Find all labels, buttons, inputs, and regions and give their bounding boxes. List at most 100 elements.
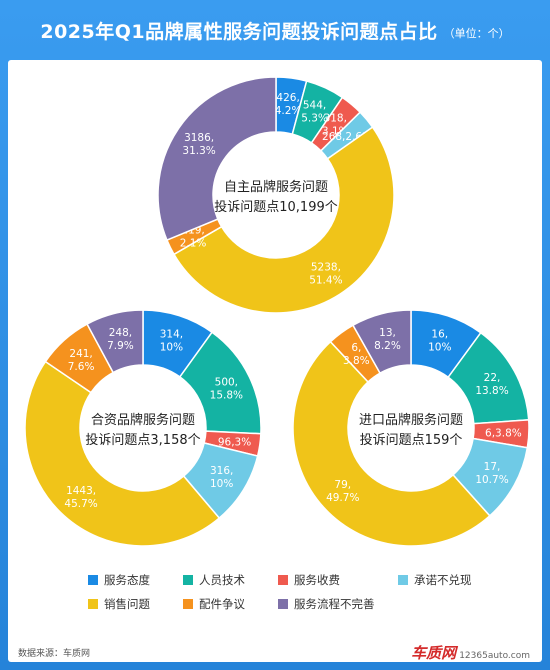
- legend-swatch: [183, 575, 193, 585]
- slice-label: 248, 7.9%: [107, 327, 134, 352]
- legend-item: 服务流程不完善: [278, 596, 398, 612]
- slice-label: 500, 15.8%: [210, 376, 243, 401]
- slice-label-line: 2.1%: [180, 238, 207, 250]
- logo-text: 车质网: [411, 644, 457, 662]
- slice-label-line: 500,: [215, 376, 238, 388]
- donut-slice: [24, 360, 221, 547]
- slice-label-line: 10%: [160, 341, 183, 353]
- slice-label-line: 17,: [484, 461, 501, 473]
- legend-swatch: [88, 575, 98, 585]
- donut-center-line: 进口品牌服务问题: [359, 412, 463, 428]
- slice-label-line: 22,: [484, 372, 501, 384]
- donut-slice: [292, 340, 491, 547]
- legend: 服务态度 人员技术 服务收费 承诺不兑现销售问题 配件争议 服务流程不完善: [88, 572, 508, 612]
- legend-swatch: [183, 599, 193, 609]
- legend-item: 服务收费: [278, 572, 398, 588]
- slice-label: 3186, 31.3%: [182, 132, 215, 157]
- slice-label-line: 10%: [428, 342, 451, 354]
- slice-label-line: 318,: [324, 112, 347, 124]
- slice-label-line: 49.7%: [326, 492, 359, 504]
- slice-label: 241, 7.6%: [68, 348, 95, 373]
- donut-slice: [86, 309, 144, 374]
- slice-label: 17, 10.7%: [475, 461, 508, 486]
- donut-center-line: 投诉问题点159个: [360, 432, 463, 448]
- legend-item: 承诺不兑现: [398, 572, 498, 588]
- slice-label: 426, 4.2%: [275, 92, 302, 117]
- donut-center-line: 投诉问题点3,158个: [85, 432, 200, 448]
- legend-item: 人员技术: [183, 572, 278, 588]
- slice-label-line: 248,: [109, 327, 132, 339]
- legend-label: 服务流程不完善: [294, 597, 375, 611]
- header: 2025年Q1品牌属性服务问题投诉问题点占比 （单位：个）: [0, 0, 550, 60]
- slice-label-line: 51.4%: [309, 274, 342, 286]
- logo-url: 12365auto.com: [459, 651, 530, 661]
- legend-label: 销售问题: [104, 597, 150, 611]
- donut-slice: [351, 309, 412, 375]
- slice-label: 6,3.8%: [343, 342, 370, 367]
- slice-label-line: 31.3%: [182, 145, 215, 157]
- legend-swatch: [88, 599, 98, 609]
- slice-label: 13, 8.2%: [374, 327, 401, 352]
- page-title: 2025年Q1品牌属性服务问题投诉问题点占比: [40, 20, 438, 43]
- slice-label-line: 10%: [210, 478, 233, 490]
- legend-swatch: [278, 599, 288, 609]
- slice-label-line: 314,: [160, 328, 183, 340]
- legend-item: 配件争议: [183, 596, 278, 612]
- slice-label-line: 13.8%: [475, 385, 508, 397]
- slice-label-line: 544,: [303, 99, 326, 111]
- slice-label: 316, 10%: [210, 465, 233, 490]
- donut-center-line: 合资品牌服务问题: [91, 412, 195, 428]
- legend-label: 人员技术: [199, 573, 245, 587]
- slice-label: 6,3.8%: [485, 428, 522, 440]
- donut-chart: 314, 10%500, 15.8%96,3%316, 10%1443, 45.7%24…: [24, 309, 262, 547]
- slice-label: 79, 49.7%: [326, 479, 359, 504]
- slice-label-line: 3186,: [184, 132, 214, 144]
- slice-label-line: 316,: [210, 465, 233, 477]
- legend-swatch: [278, 575, 288, 585]
- donut-center-label: 进口品牌服务问题投诉问题点159个: [359, 412, 463, 448]
- slice-label-line: 1443,: [66, 485, 96, 497]
- slice-label-line: 3.8%: [343, 355, 370, 367]
- slice-label-line: 241,: [69, 348, 92, 360]
- donut-center-label: 自主品牌服务问题投诉问题点10,199个: [214, 179, 338, 215]
- slice-label-line: 79,: [334, 479, 351, 491]
- slice-label-line: 426,: [276, 92, 299, 104]
- slice-label-line: 6,3.8%: [485, 428, 522, 440]
- slice-label-line: 15.8%: [210, 389, 243, 401]
- slice-label: 96,3%: [218, 436, 251, 448]
- legend-label: 配件争议: [199, 597, 245, 611]
- slice-label-line: 45.7%: [64, 498, 97, 510]
- legend-label: 服务态度: [104, 573, 150, 587]
- slice-label-line: 5238,: [311, 261, 341, 273]
- slice-label-line: 5.3%: [301, 112, 328, 124]
- donut-center-label: 合资品牌服务问题投诉问题点3,158个: [85, 412, 200, 448]
- donut-center-line: 投诉问题点10,199个: [214, 199, 338, 215]
- data-source: 数据来源：车质网: [18, 649, 91, 659]
- slice-label-line: 13,: [379, 327, 396, 339]
- donut-charts: 426, 4.2% 544, 5.3%318, 3.1%268,2.6%5238, 51.…: [24, 76, 530, 547]
- logo: 车质网 12365auto.com: [411, 642, 530, 663]
- donut-slice: [172, 126, 395, 314]
- slice-label: 1443, 45.7%: [64, 485, 97, 510]
- slice-label: 544, 5.3%: [301, 99, 328, 124]
- chart-panel: 426, 4.2% 544, 5.3% 318, 3.1% 268,2.6% 5238, 51.…: [8, 60, 542, 662]
- donut-center-line: 自主品牌服务问题: [224, 179, 328, 195]
- slice-label: 16, 10%: [428, 329, 451, 354]
- slice-label-line: 7.6%: [68, 361, 95, 373]
- unit-note: （单位：个）: [443, 26, 510, 40]
- slice-label-line: 96,3%: [218, 436, 251, 448]
- slice-label-line: 4.2%: [275, 105, 302, 117]
- legend-swatch: [398, 575, 408, 585]
- legend-item: 服务态度: [88, 572, 183, 588]
- slice-label-line: 16,: [431, 329, 448, 341]
- slice-label-line: 10.7%: [475, 474, 508, 486]
- slice-label: 314, 10%: [160, 328, 183, 353]
- slice-label: 5238, 51.4%: [309, 261, 342, 286]
- slice-label-line: 7.9%: [107, 340, 134, 352]
- donut-chart: 426, 4.2% 544, 5.3%318, 3.1%268,2.6%5238, 51.…: [157, 76, 395, 314]
- slice-label-line: 6,: [351, 342, 361, 354]
- donut-chart: 16, 10% 22, 13.8% 6,3.8% 17, 10.7% 79, 49.7% 6, 3.…: [292, 309, 530, 547]
- legend-label: 承诺不兑现: [414, 573, 472, 587]
- legend-item: 销售问题: [88, 596, 183, 612]
